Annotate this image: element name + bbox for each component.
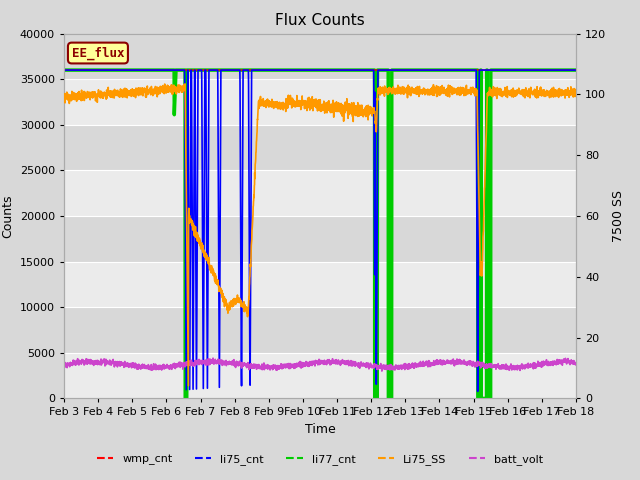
Bar [64, 262, 576, 307]
Y-axis label: Counts: Counts [1, 194, 14, 238]
Text: EE_flux: EE_flux [72, 47, 124, 60]
Bar [64, 79, 576, 125]
X-axis label: Time: Time [305, 423, 335, 436]
Bar [64, 170, 576, 216]
Y-axis label: 7500 SS: 7500 SS [612, 190, 625, 242]
Bar [64, 353, 576, 398]
Bar [64, 307, 576, 353]
Bar [64, 125, 576, 170]
Title: Flux Counts: Flux Counts [275, 13, 365, 28]
Bar [64, 34, 576, 79]
Legend: wmp_cnt, li75_cnt, li77_cnt, Li75_SS, batt_volt: wmp_cnt, li75_cnt, li77_cnt, Li75_SS, ba… [92, 450, 548, 469]
Bar [64, 216, 576, 262]
